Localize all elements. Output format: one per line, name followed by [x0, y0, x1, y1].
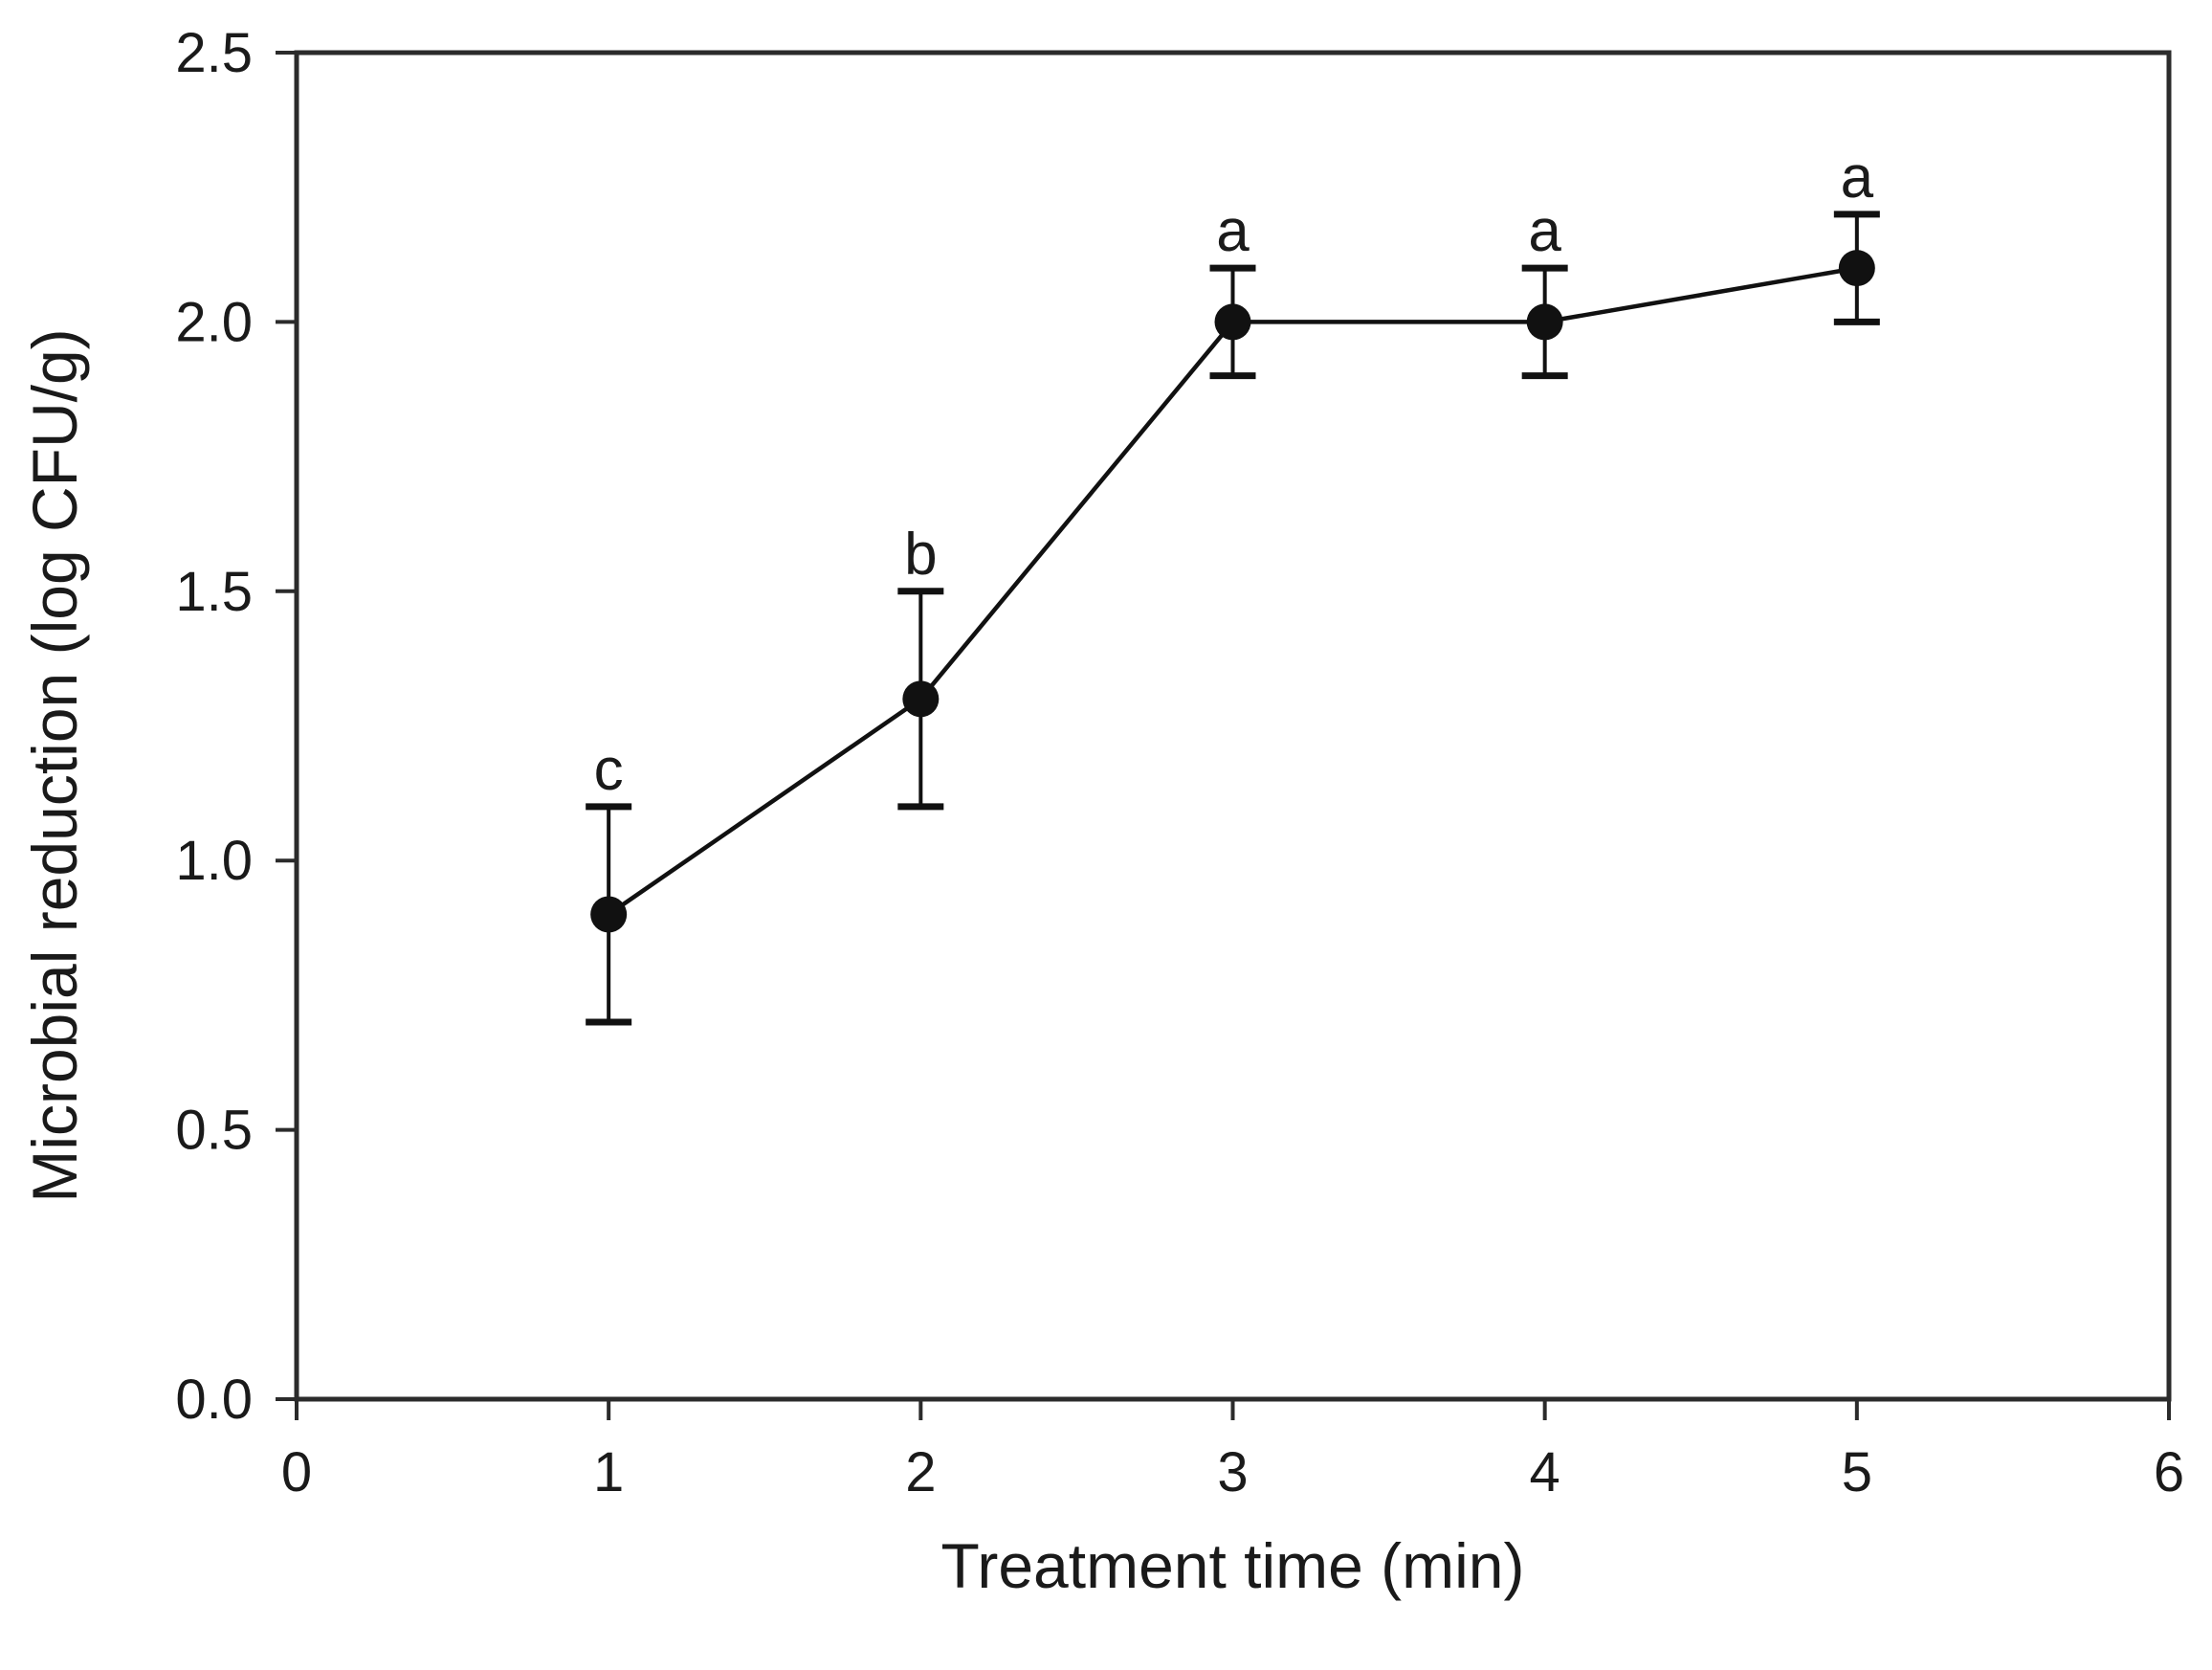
x-tick-label: 2 [905, 1441, 936, 1503]
y-tick-label: 0.0 [175, 1369, 253, 1431]
data-point [902, 680, 940, 718]
significance-label: b [904, 522, 937, 588]
x-tick-label: 6 [2154, 1441, 2184, 1503]
y-tick-label: 1.5 [175, 561, 253, 623]
y-tick-label: 0.5 [175, 1100, 253, 1162]
y-tick-label: 1.0 [175, 830, 253, 892]
significance-label: c [594, 737, 624, 803]
data-point [1838, 250, 1875, 287]
x-axis-title: Treatment time (min) [940, 1530, 1525, 1601]
y-tick-label: 2.0 [175, 291, 253, 353]
significance-label: a [1216, 198, 1250, 264]
y-tick-label: 2.5 [175, 22, 253, 84]
significance-label: a [1528, 198, 1561, 264]
x-tick-label: 1 [593, 1441, 624, 1503]
x-tick-label: 4 [1530, 1441, 1560, 1503]
x-tick-label: 5 [1842, 1441, 1872, 1503]
data-point [590, 896, 628, 933]
y-axis-title: Microbial reduction (log CFU/g) [19, 328, 90, 1203]
significance-label: a [1841, 145, 1874, 211]
data-point [1526, 303, 1563, 341]
data-point [1214, 303, 1251, 341]
x-tick-label: 0 [281, 1441, 312, 1503]
x-tick-label: 3 [1217, 1441, 1248, 1503]
